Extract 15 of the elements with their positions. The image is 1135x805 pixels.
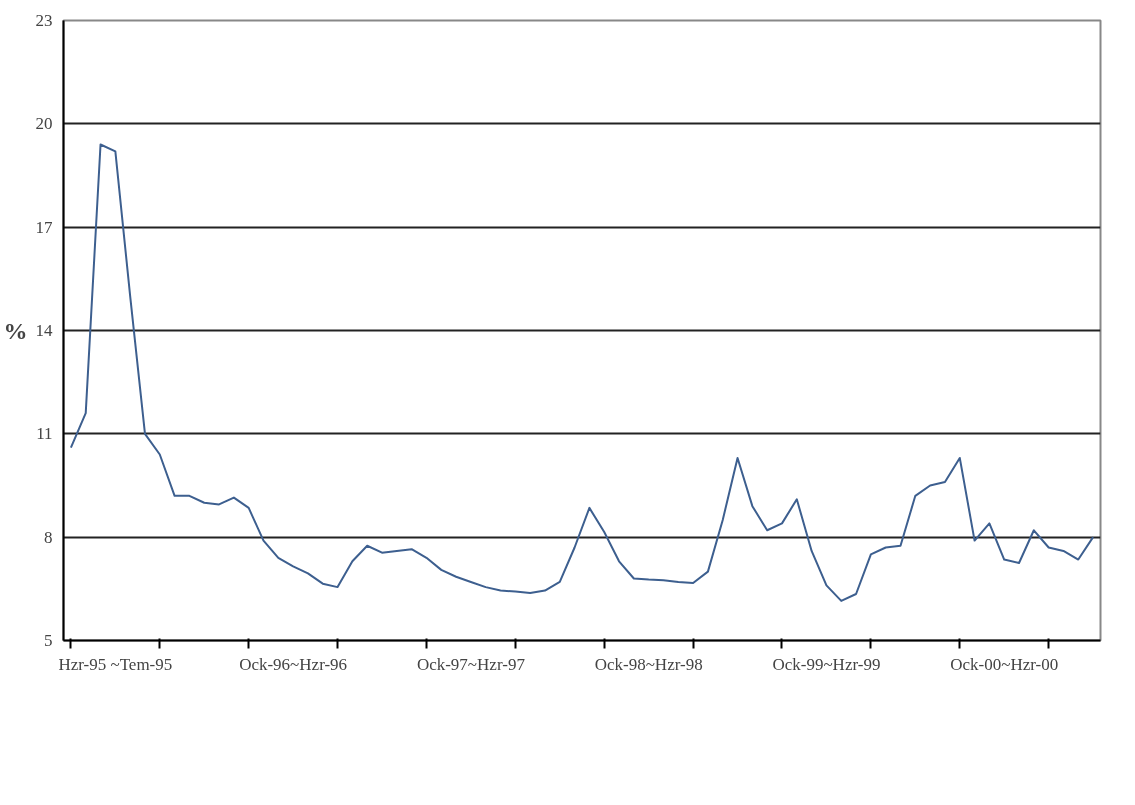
y-tick-label: 14 <box>35 321 53 340</box>
y-tick-label: 23 <box>35 11 53 30</box>
x-tick-label: Hzr-95 ~Tem-95 <box>58 654 173 674</box>
y-tick-label: 5 <box>44 631 53 650</box>
y-tick-label: 8 <box>44 527 53 547</box>
y-tick-label: 17 <box>35 217 53 237</box>
y-tick-label: 11 <box>36 424 53 444</box>
x-tick-label: Ock-96~Hzr-96 <box>239 654 348 674</box>
line-series <box>69 143 1095 602</box>
y-tick-label: 20 <box>35 114 53 134</box>
x-tick-label: Ock-00~Hzr-00 <box>950 654 1059 674</box>
x-tick-label: Ock-98~Hzr-98 <box>594 654 703 674</box>
x-tick-label: Ock-99~Hzr-99 <box>772 654 881 674</box>
x-tick-label: Ock-97~Hzr-97 <box>416 654 526 674</box>
y-axis-title: % <box>3 317 28 344</box>
